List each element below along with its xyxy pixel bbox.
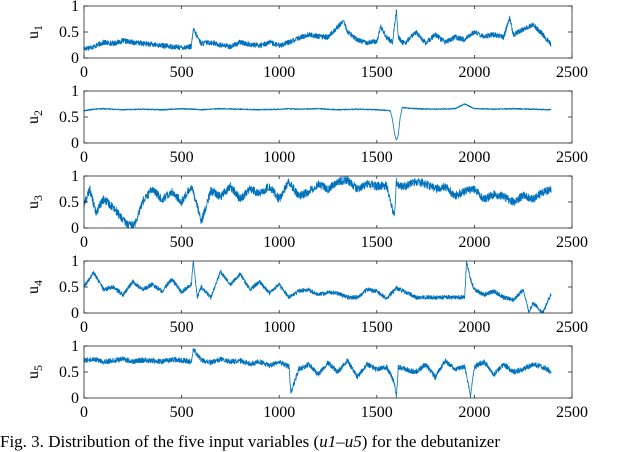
x-tick-label: 0 <box>80 234 88 251</box>
x-tick-label: 0 <box>80 149 88 166</box>
x-tick-label: 2000 <box>458 149 490 166</box>
x-tick-label: 500 <box>170 319 194 336</box>
caption-math: u1–u5 <box>319 432 362 451</box>
x-tick-label: 2000 <box>458 319 490 336</box>
x-tick-label: 2500 <box>556 234 588 251</box>
figure-caption: Fig. 3. Distribution of the five input v… <box>0 432 640 452</box>
y-tick-label: 1 <box>71 83 79 100</box>
caption-suffix: ) for the debutanizer <box>361 432 500 451</box>
series-line-u2 <box>83 103 552 141</box>
series-line-u3 <box>83 176 552 229</box>
y-tick-label: 0 <box>71 305 79 322</box>
caption-text: Distribution of the five input variables… <box>48 432 320 451</box>
series-line-u4 <box>83 260 552 314</box>
series-line-u5 <box>83 348 552 399</box>
x-tick-label: 0 <box>80 319 88 336</box>
x-tick-label: 1000 <box>263 234 295 251</box>
x-tick-label: 500 <box>170 234 194 251</box>
y-tick-label: 1 <box>71 168 79 185</box>
x-tick-label: 500 <box>170 64 194 81</box>
panel-u3: 0 500 1000 1500 2000 2500 0 0.5 1 u3 <box>25 168 588 251</box>
panel-u5: 0 500 1000 1500 2000 2500 0 0.5 1 u5 <box>25 338 588 421</box>
y-tick-label: 0.5 <box>59 109 79 126</box>
y-tick-label: 1 <box>71 338 79 355</box>
x-tick-label: 2000 <box>458 404 490 421</box>
x-tick-label: 0 <box>80 64 88 81</box>
caption-prefix: Fig. 3. <box>0 432 44 451</box>
y-axis-label: u4 <box>25 280 45 294</box>
x-tick-label: 1500 <box>361 404 393 421</box>
panel-u4: 0 500 1000 1500 2000 2500 0 0.5 1 u4 <box>25 253 588 336</box>
axes-box <box>83 175 573 229</box>
y-tick-label: 0 <box>71 50 79 67</box>
y-axis-label: u5 <box>25 365 45 379</box>
x-tick-label: 1000 <box>263 64 295 81</box>
y-axis-label: u3 <box>25 195 45 209</box>
series-line-u1 <box>83 9 552 51</box>
y-tick-label: 0.5 <box>59 279 79 296</box>
x-tick-label: 1000 <box>263 319 295 336</box>
x-tick-label: 1000 <box>263 149 295 166</box>
x-tick-label: 2000 <box>458 64 490 81</box>
y-tick-label: 0.5 <box>59 194 79 211</box>
x-tick-label: 2500 <box>556 64 588 81</box>
x-tick-label: 2500 <box>556 149 588 166</box>
y-tick-label: 0 <box>71 220 79 237</box>
x-tick-label: 500 <box>170 404 194 421</box>
y-tick-label: 0 <box>71 390 79 407</box>
x-tick-label: 500 <box>170 149 194 166</box>
x-tick-label: 1500 <box>361 64 393 81</box>
y-tick-label: 1 <box>71 253 79 270</box>
x-tick-label: 2000 <box>458 234 490 251</box>
x-tick-label: 1500 <box>361 319 393 336</box>
panel-u1: 0 500 1000 1500 2000 2500 0 0.5 1 u1 <box>25 0 588 81</box>
y-tick-label: 0.5 <box>59 364 79 381</box>
y-axis-label: u1 <box>25 25 45 39</box>
x-tick-label: 2500 <box>556 404 588 421</box>
x-tick-label: 0 <box>80 404 88 421</box>
axes-box <box>83 5 573 59</box>
panel-u2: 0 500 1000 1500 2000 2500 0 0.5 1 u2 <box>25 83 588 166</box>
x-tick-label: 1500 <box>361 234 393 251</box>
y-tick-label: 1 <box>71 0 79 15</box>
y-tick-label: 0.5 <box>59 24 79 41</box>
x-tick-label: 1500 <box>361 149 393 166</box>
x-tick-label: 2500 <box>556 319 588 336</box>
x-tick-label: 1000 <box>263 404 295 421</box>
y-axis-label: u2 <box>25 110 45 124</box>
y-tick-label: 0 <box>71 135 79 152</box>
axes-box <box>83 90 573 144</box>
